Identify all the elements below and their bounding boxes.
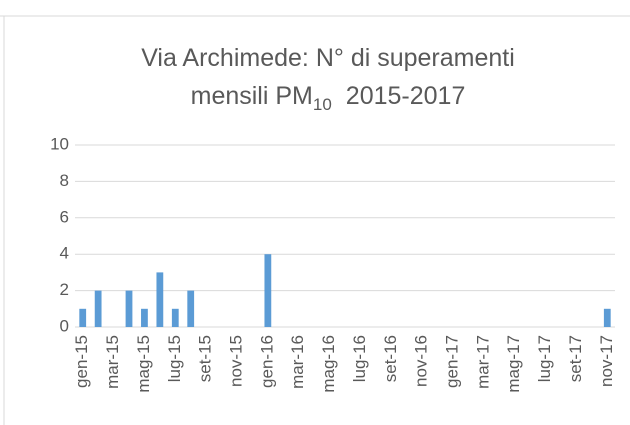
x-tick-label: set-15 (196, 335, 215, 382)
bar (264, 254, 272, 327)
bar (125, 290, 133, 327)
bar (603, 308, 611, 327)
bar (156, 272, 164, 327)
bar (94, 290, 102, 327)
bar (141, 308, 148, 327)
bar (79, 308, 87, 327)
x-tick-label: mar-17 (473, 335, 492, 389)
y-tick-label: 2 (60, 280, 69, 299)
x-tick-label: gen-17 (442, 335, 461, 388)
bar (187, 290, 195, 327)
x-tick-label: mar-16 (288, 335, 307, 389)
chart-title: Via Archimede: N° di superamenti (141, 44, 515, 72)
x-tick-label: lug-15 (165, 335, 184, 382)
x-tick-label: lug-17 (535, 335, 554, 382)
x-tick-label: mag-15 (134, 335, 153, 393)
title-suffix: 2015-2017 (346, 82, 466, 110)
x-tick-label: mar-15 (103, 335, 122, 389)
x-tick-label: nov-15 (226, 335, 245, 387)
x-tick-label: lug-16 (350, 335, 369, 382)
x-tick-label: set-16 (381, 335, 400, 382)
x-tick-label: mag-16 (319, 335, 338, 393)
y-tick-label: 6 (60, 207, 69, 226)
x-tick-label: gen-16 (257, 335, 276, 388)
chart-subtitle: mensili PM10 2015-2017 (191, 82, 466, 114)
y-tick-label: 10 (50, 134, 69, 153)
y-tick-label: 0 (60, 316, 69, 335)
y-tick-label: 8 (60, 171, 69, 190)
y-tick-label: 4 (60, 244, 69, 263)
x-tick-label: nov-16 (412, 335, 431, 387)
x-tick-label: nov-17 (597, 335, 616, 387)
x-tick-label: set-17 (566, 335, 585, 382)
bar (171, 308, 179, 327)
title-subscript: 10 (313, 95, 332, 114)
x-tick-label: gen-15 (72, 335, 91, 388)
title-text: mensili PM (191, 82, 313, 110)
x-tick-label: mag-17 (504, 335, 523, 393)
